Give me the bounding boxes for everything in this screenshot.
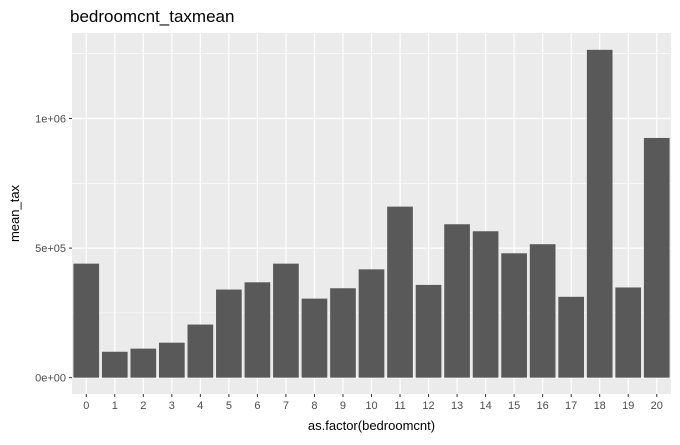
x-tick-label: 8 bbox=[311, 400, 317, 412]
x-tick-label: 4 bbox=[197, 400, 203, 412]
y-tick-label: 0e+00 bbox=[35, 373, 66, 385]
y-axis-title: mean_tax bbox=[7, 184, 22, 242]
bar-14 bbox=[472, 231, 499, 378]
x-tick-label: 13 bbox=[451, 400, 463, 412]
bar-5 bbox=[216, 289, 242, 378]
bar-8 bbox=[301, 298, 328, 378]
y-tick-label: 5e+05 bbox=[35, 243, 66, 255]
bar-11 bbox=[387, 206, 413, 378]
x-axis: 0 1 2 3 4 5 6 7 8 9 10 11 12 13 14 15 16 17 18 19 20 bbox=[83, 394, 663, 412]
bars bbox=[73, 49, 670, 378]
chart-title: bedroomcnt_taxmean bbox=[70, 7, 234, 26]
bar-7 bbox=[273, 263, 299, 378]
x-tick-label: 15 bbox=[508, 400, 520, 412]
bar-13 bbox=[444, 224, 470, 378]
x-tick-label: 5 bbox=[226, 400, 232, 412]
x-tick-label: 17 bbox=[565, 400, 577, 412]
x-tick-label: 2 bbox=[140, 400, 146, 412]
bar-4 bbox=[187, 324, 214, 378]
y-axis: 0e+00 5e+05 1e+06 bbox=[35, 114, 72, 385]
x-tick-label: 14 bbox=[479, 400, 491, 412]
x-tick-label: 3 bbox=[169, 400, 175, 412]
bar-10 bbox=[358, 269, 385, 378]
bar-12 bbox=[415, 284, 442, 378]
bar-19 bbox=[615, 287, 642, 378]
bar-0 bbox=[73, 263, 100, 378]
x-tick-label: 6 bbox=[254, 400, 260, 412]
bar-16 bbox=[529, 244, 556, 378]
x-tick-label: 10 bbox=[365, 400, 377, 412]
x-tick-label: 18 bbox=[594, 400, 606, 412]
bar-9 bbox=[330, 288, 356, 378]
x-tick-label: 0 bbox=[83, 400, 89, 412]
bar-1 bbox=[101, 351, 128, 378]
x-tick-label: 11 bbox=[394, 400, 405, 412]
bar-3 bbox=[158, 342, 185, 378]
x-tick-label: 12 bbox=[422, 400, 434, 412]
x-axis-title: as.factor(bedroomcnt) bbox=[308, 418, 435, 433]
bar-6 bbox=[244, 282, 271, 378]
bar-15 bbox=[501, 253, 527, 378]
bar-17 bbox=[558, 296, 585, 378]
x-tick-label: 1 bbox=[112, 400, 118, 412]
bar-18 bbox=[586, 49, 613, 378]
x-tick-label: 19 bbox=[622, 400, 634, 412]
x-tick-label: 16 bbox=[537, 400, 549, 412]
bar-2 bbox=[130, 348, 157, 378]
bar-20 bbox=[643, 137, 670, 378]
x-tick-label: 20 bbox=[651, 400, 663, 412]
x-tick-label: 7 bbox=[283, 400, 289, 412]
y-tick-label: 1e+06 bbox=[35, 114, 66, 126]
x-tick-label: 9 bbox=[340, 400, 346, 412]
